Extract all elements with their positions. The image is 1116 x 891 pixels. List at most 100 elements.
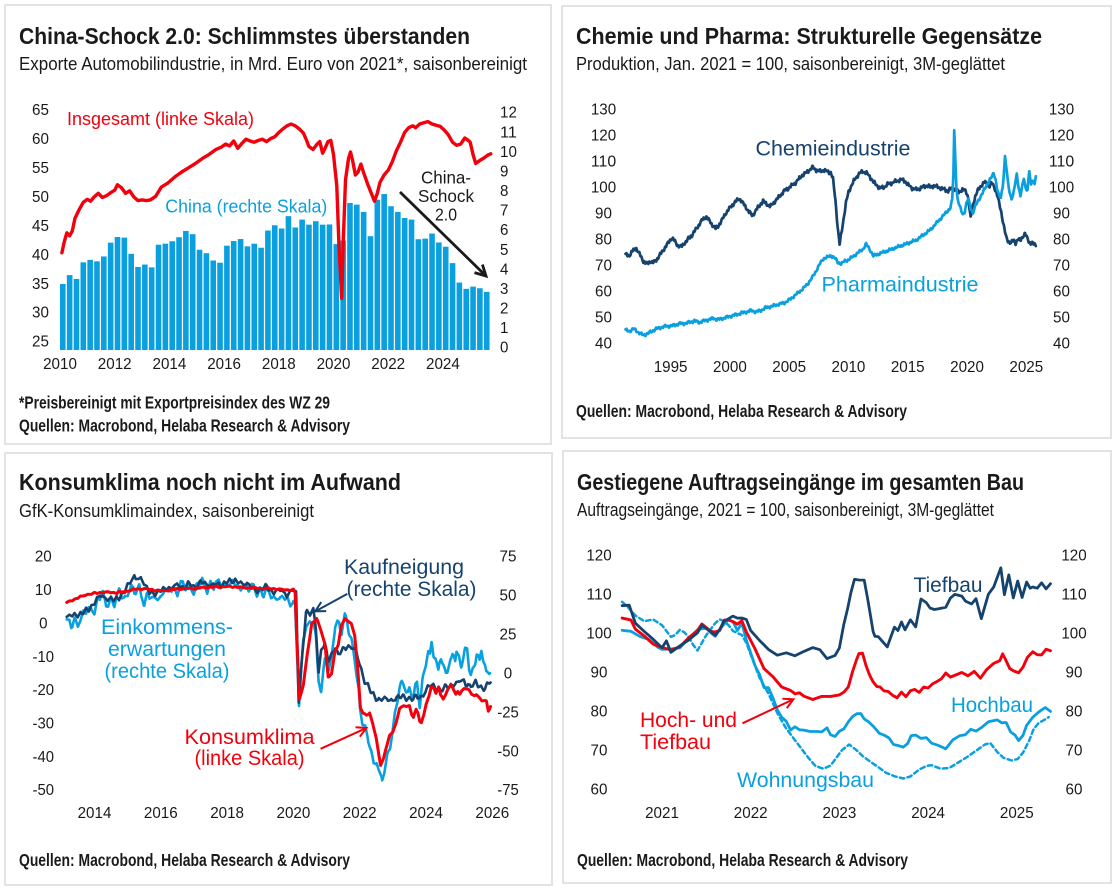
svg-text:90: 90 xyxy=(1066,665,1083,682)
svg-text:120: 120 xyxy=(1049,128,1074,145)
svg-text:*Preisbereinigt mit Exportprei: *Preisbereinigt mit Exportpreisindex des… xyxy=(19,393,330,413)
svg-text:Pharmaindustrie: Pharmaindustrie xyxy=(822,274,979,297)
svg-text:70: 70 xyxy=(1066,743,1083,760)
svg-text:2026: 2026 xyxy=(475,805,509,822)
svg-text:8: 8 xyxy=(500,183,508,200)
svg-text:9: 9 xyxy=(500,163,508,180)
svg-text:2: 2 xyxy=(500,301,508,318)
svg-text:(rechte Skala): (rechte Skala) xyxy=(347,578,477,601)
svg-text:Einkommens-: Einkommens- xyxy=(101,616,233,639)
svg-text:55: 55 xyxy=(32,160,49,177)
svg-text:65: 65 xyxy=(32,102,49,119)
svg-text:50: 50 xyxy=(595,310,612,327)
svg-text:Konsumklima noch nicht im Aufw: Konsumklima noch nicht im Aufwand xyxy=(19,469,401,495)
svg-text:100: 100 xyxy=(586,626,611,643)
svg-text:100: 100 xyxy=(1049,180,1074,197)
svg-text:erwartungen: erwartungen xyxy=(108,638,226,661)
svg-text:80: 80 xyxy=(1066,704,1083,721)
svg-text:2024: 2024 xyxy=(409,805,443,822)
svg-text:2010: 2010 xyxy=(832,359,866,376)
svg-text:100: 100 xyxy=(1061,626,1086,643)
svg-text:2022: 2022 xyxy=(343,805,377,822)
svg-text:2024: 2024 xyxy=(911,805,945,822)
svg-text:40: 40 xyxy=(1053,336,1070,353)
svg-text:120: 120 xyxy=(1061,548,1086,565)
svg-text:70: 70 xyxy=(595,258,612,275)
svg-text:60: 60 xyxy=(1066,782,1083,799)
svg-text:-10: -10 xyxy=(33,649,55,666)
svg-text:2020: 2020 xyxy=(317,356,351,373)
svg-text:70: 70 xyxy=(1053,258,1070,275)
svg-text:Gestiegene Auftragseingänge im: Gestiegene Auftragseingänge im gesamten … xyxy=(577,469,1024,495)
svg-text:60: 60 xyxy=(1053,284,1070,301)
svg-text:2020: 2020 xyxy=(277,805,311,822)
svg-text:China-Schock 2.0: Schlimmstes: China-Schock 2.0: Schlimmstes überstande… xyxy=(19,23,470,49)
svg-text:1: 1 xyxy=(500,320,508,337)
svg-text:100: 100 xyxy=(591,180,616,197)
svg-text:2010: 2010 xyxy=(43,356,77,373)
svg-text:6: 6 xyxy=(500,222,508,239)
svg-text:Kaufneigung: Kaufneigung xyxy=(344,556,464,579)
svg-text:2015: 2015 xyxy=(891,359,925,376)
svg-text:70: 70 xyxy=(591,743,608,760)
svg-text:Auftragseingänge, 2021 = 100,: Auftragseingänge, 2021 = 100, saisonbere… xyxy=(577,499,994,520)
svg-text:2018: 2018 xyxy=(210,805,244,822)
svg-text:-50: -50 xyxy=(497,743,519,760)
svg-text:Quellen: Macrobond, Helaba Res: Quellen: Macrobond, Helaba Research & Ad… xyxy=(577,850,908,870)
svg-text:Chemie und Pharma: Strukturell: Chemie und Pharma: Strukturelle Gegensät… xyxy=(576,23,1042,49)
svg-text:Quellen: Macrobond, Helaba Res: Quellen: Macrobond, Helaba Research & Ad… xyxy=(19,850,350,870)
svg-text:7: 7 xyxy=(500,203,508,220)
svg-text:1995: 1995 xyxy=(654,359,688,376)
svg-text:2025: 2025 xyxy=(1009,359,1043,376)
svg-text:2025: 2025 xyxy=(1000,805,1034,822)
svg-text:(rechte Skala): (rechte Skala) xyxy=(105,660,230,683)
svg-text:2.0: 2.0 xyxy=(435,205,457,225)
svg-text:0: 0 xyxy=(504,665,512,682)
svg-text:-20: -20 xyxy=(33,682,55,699)
svg-text:Schock: Schock xyxy=(418,186,474,206)
svg-text:China-: China- xyxy=(421,168,471,188)
svg-text:80: 80 xyxy=(591,704,608,721)
svg-text:2024: 2024 xyxy=(426,356,460,373)
svg-text:Hochbau: Hochbau xyxy=(951,694,1033,717)
svg-text:2014: 2014 xyxy=(78,805,112,822)
svg-text:(linke Skala): (linke Skala) xyxy=(195,747,305,770)
svg-text:0: 0 xyxy=(500,340,508,357)
svg-text:Hoch- und: Hoch- und xyxy=(640,709,737,732)
svg-text:60: 60 xyxy=(591,782,608,799)
svg-text:40: 40 xyxy=(595,336,612,353)
svg-text:Tiefbau: Tiefbau xyxy=(640,731,711,754)
svg-text:90: 90 xyxy=(595,206,612,223)
svg-text:2018: 2018 xyxy=(262,356,296,373)
svg-text:20: 20 xyxy=(35,549,52,566)
svg-text:2016: 2016 xyxy=(144,805,178,822)
svg-text:4: 4 xyxy=(500,261,508,278)
svg-text:2012: 2012 xyxy=(98,356,132,373)
svg-text:90: 90 xyxy=(591,665,608,682)
svg-text:130: 130 xyxy=(591,102,616,119)
svg-text:60: 60 xyxy=(32,131,49,148)
svg-text:GfK-Konsumklimaindex, saisonbe: GfK-Konsumklimaindex, saisonbereinigt xyxy=(19,500,314,521)
svg-text:2000: 2000 xyxy=(713,359,747,376)
svg-text:Insgesamt (linke Skala): Insgesamt (linke Skala) xyxy=(67,109,254,129)
svg-text:120: 120 xyxy=(586,548,611,565)
svg-text:2022: 2022 xyxy=(734,805,768,822)
svg-text:China (rechte Skala): China (rechte Skala) xyxy=(165,197,327,217)
svg-text:110: 110 xyxy=(1049,154,1074,171)
svg-text:60: 60 xyxy=(595,284,612,301)
svg-text:Chemieindustrie: Chemieindustrie xyxy=(756,138,911,161)
svg-text:10: 10 xyxy=(500,144,517,161)
svg-text:50: 50 xyxy=(32,189,49,206)
svg-text:0: 0 xyxy=(39,615,47,632)
svg-text:25: 25 xyxy=(32,334,49,351)
svg-text:45: 45 xyxy=(32,218,49,235)
svg-text:10: 10 xyxy=(35,582,52,599)
svg-text:-30: -30 xyxy=(33,716,55,733)
svg-text:11: 11 xyxy=(500,124,517,141)
svg-text:Wohnungsbau: Wohnungsbau xyxy=(737,769,874,792)
svg-text:130: 130 xyxy=(1049,102,1074,119)
svg-text:2016: 2016 xyxy=(207,356,241,373)
svg-text:-40: -40 xyxy=(33,749,55,766)
svg-text:Quellen: Macrobond, Helaba Res: Quellen: Macrobond, Helaba Research & Ad… xyxy=(576,401,907,421)
svg-text:30: 30 xyxy=(32,305,49,322)
